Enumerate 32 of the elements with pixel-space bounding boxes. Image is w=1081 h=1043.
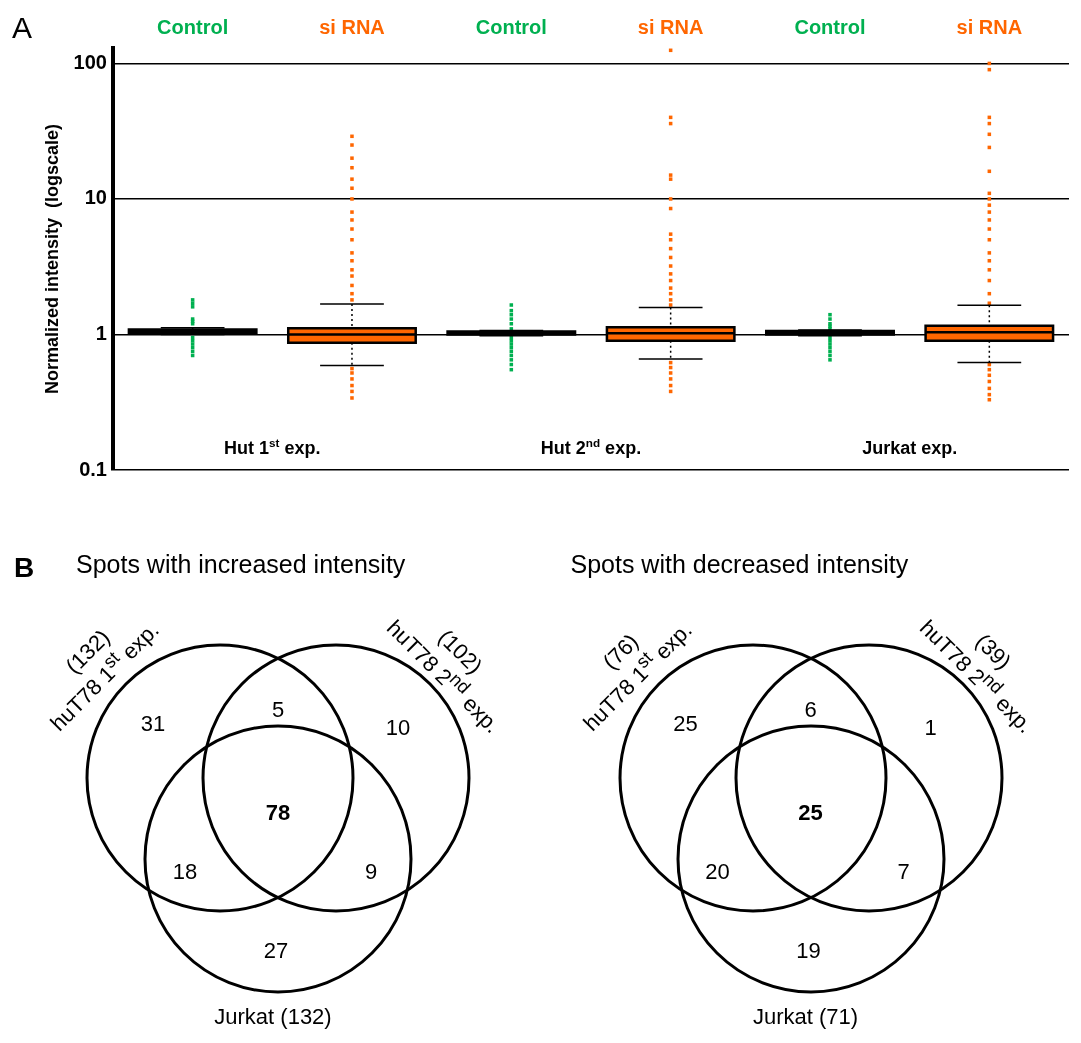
text: A (12, 11, 33, 44)
text: Spots with decreased intensity (570, 550, 909, 579)
text: 1 (924, 715, 937, 740)
text: 5 (271, 697, 285, 722)
x-tick-label: Control (157, 15, 229, 38)
x-tick-label: Control (794, 15, 866, 38)
text: 20 (705, 859, 730, 884)
text: 25 (798, 800, 823, 825)
x-tick-label: si RNA (637, 15, 704, 38)
text: 78 (265, 800, 291, 825)
text: 25 (673, 711, 698, 736)
text: 10 (385, 715, 411, 740)
y-axis-title: Normalized intensity (logscale) (41, 123, 62, 395)
x-tick-label: si RNA (319, 15, 385, 38)
text: 6 (804, 697, 817, 722)
text: 7 (897, 859, 910, 884)
text: Spots with increased intensity (76, 550, 406, 579)
y-tick-label: 1 (95, 322, 107, 344)
text: 18 (172, 859, 198, 884)
y-tick-label: 0.1 (79, 457, 107, 480)
y-tick-label: 100 (73, 50, 107, 73)
text: Jurkat (132) (214, 1004, 332, 1029)
x-tick-label: si RNA (956, 15, 1023, 38)
x-tick-label: Control (475, 15, 547, 38)
annotation: Jurkat exp. (862, 438, 958, 458)
y-tick-label: 10 (84, 186, 107, 209)
text: 27 (263, 938, 289, 963)
text: B (14, 552, 35, 584)
text: Jurkat (71) (752, 1004, 859, 1029)
text: 31 (140, 711, 166, 736)
text: 9 (364, 859, 378, 884)
text: 19 (796, 938, 821, 963)
